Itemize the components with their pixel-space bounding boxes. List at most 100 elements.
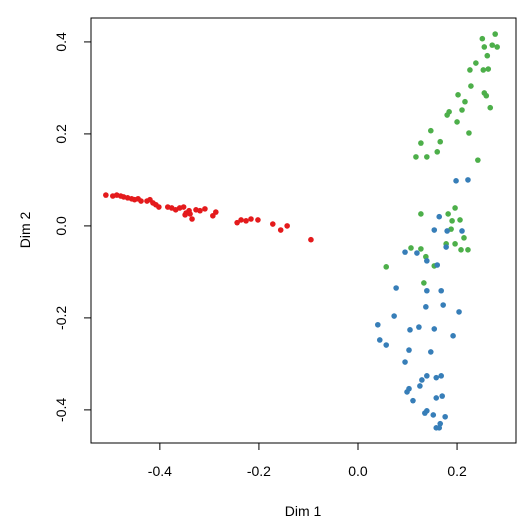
point [248,216,254,222]
point [465,247,471,253]
point [492,31,498,37]
point [484,52,491,59]
point [383,264,390,270]
point [402,249,408,255]
point [422,410,428,416]
y-axis-label: Dim 2 [17,212,33,249]
point [459,107,465,113]
point [485,66,492,72]
point [467,67,473,73]
point [189,216,195,222]
point [487,104,494,111]
point [376,337,383,343]
point [393,285,399,291]
point [433,395,440,401]
point [407,327,413,333]
point [243,218,249,224]
point [438,287,445,294]
point [481,44,488,50]
point [444,228,450,234]
point [414,250,420,256]
point [475,157,481,163]
point [417,383,423,389]
point [494,44,500,50]
point [483,92,490,99]
point [428,349,434,355]
y-tick-label: -0.4 [53,398,69,422]
x-tick-label: 0.0 [348,463,368,479]
point [473,60,479,66]
point [187,211,193,217]
point [428,127,434,134]
x-tick-label: -0.2 [247,463,271,479]
point [459,228,465,234]
point [434,149,441,155]
point [455,92,461,98]
point [410,397,416,404]
point [269,221,276,227]
point [440,302,446,308]
point [431,227,438,233]
point [406,347,412,353]
point [423,304,429,310]
point [238,217,244,223]
point [439,393,445,399]
point [462,98,468,105]
point [489,42,496,48]
point [308,236,314,243]
point [213,209,219,215]
point [255,217,261,223]
point [466,130,472,136]
point [413,154,419,160]
point [437,138,444,145]
x-axis-label: Dim 1 [285,503,322,519]
point [402,359,408,365]
point [452,241,458,247]
point [430,412,437,418]
point [416,324,422,330]
point [461,235,467,241]
point [404,389,410,395]
point [284,223,290,229]
point [391,313,397,319]
point [375,321,381,328]
point [444,112,450,118]
point [433,374,440,381]
point [445,211,451,217]
point [449,218,455,224]
point [454,119,460,125]
point [424,258,430,264]
point [453,178,459,184]
point [424,154,430,160]
point [418,246,424,252]
y-tick-label: 0.2 [53,124,69,144]
point [442,413,448,420]
point [450,333,456,339]
point [480,67,487,73]
point [438,373,445,379]
point [197,207,203,214]
point [234,219,240,226]
point [431,326,438,332]
point [180,204,187,210]
point [421,280,427,286]
point [138,198,144,204]
point [408,245,414,251]
point [418,140,424,146]
point [458,247,464,253]
x-tick-label: 0.2 [447,463,467,479]
y-tick-label: -0.2 [53,306,69,330]
point [202,206,208,212]
y-tick-label: 0.4 [53,32,69,52]
point [182,212,188,218]
point [434,262,441,268]
point [456,309,462,315]
point [383,342,390,348]
x-tick-label: -0.4 [148,463,172,479]
point [156,204,162,210]
point [103,192,109,198]
point [443,244,449,250]
point [452,205,458,211]
